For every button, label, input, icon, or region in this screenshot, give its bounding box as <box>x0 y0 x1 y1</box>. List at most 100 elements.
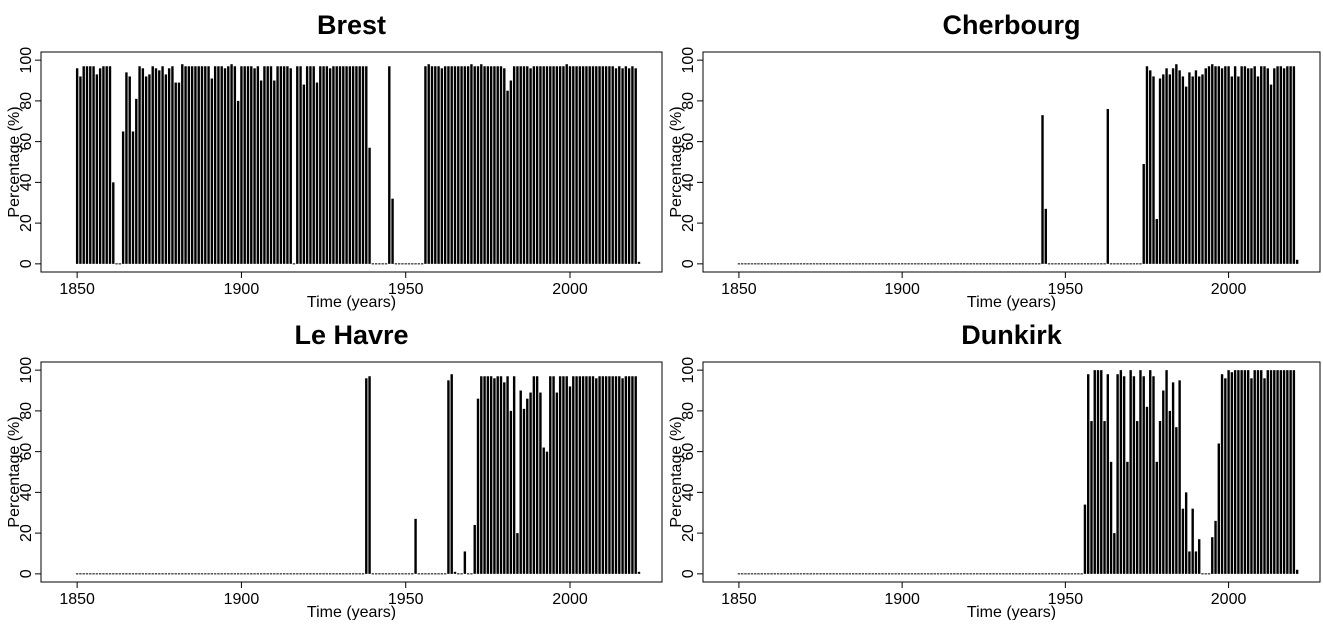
bar <box>562 66 565 264</box>
bar <box>184 66 187 264</box>
bar <box>154 68 158 264</box>
bar <box>121 131 125 264</box>
bar <box>374 263 378 265</box>
bar <box>276 573 279 575</box>
bar <box>79 76 82 264</box>
bar <box>499 66 503 264</box>
bar <box>1165 370 1168 574</box>
bar <box>519 390 522 574</box>
bar <box>631 376 634 574</box>
bar <box>767 573 770 575</box>
bar <box>1269 370 1273 574</box>
y-tick-label: 20 <box>18 214 35 232</box>
bar <box>230 573 233 575</box>
bar <box>486 376 490 574</box>
bar <box>1047 573 1051 575</box>
bar <box>135 573 138 575</box>
x-tick-label: 1900 <box>224 281 260 298</box>
bar <box>1168 410 1172 574</box>
bar <box>835 573 839 575</box>
bar <box>773 263 777 265</box>
bar <box>578 66 582 264</box>
bar <box>995 573 999 575</box>
bar <box>923 263 927 265</box>
bar <box>962 263 966 265</box>
bar <box>217 66 220 264</box>
bar <box>1295 259 1299 264</box>
bar <box>473 524 476 574</box>
bar <box>522 408 526 574</box>
bar <box>1145 406 1149 574</box>
bar <box>809 263 812 265</box>
x-tick-label: 2000 <box>552 281 588 298</box>
bar <box>440 573 444 575</box>
bar <box>266 66 269 264</box>
x-axis-label: Time (years) <box>307 294 396 311</box>
panel: Dunkirk 1850 1900 1950 2000 0 20 40 60 80 100 Time … <box>668 320 1321 621</box>
bar <box>744 263 747 265</box>
bar <box>158 70 161 264</box>
bar <box>1008 263 1012 265</box>
bar <box>1273 68 1276 264</box>
y-tick-label: 60 <box>680 133 697 151</box>
bar <box>1100 263 1103 265</box>
panel-title: Cherbourg <box>943 10 1081 40</box>
bar <box>789 263 793 265</box>
bar <box>466 573 470 575</box>
panel-title: Le Havre <box>294 320 408 350</box>
bar <box>276 66 279 264</box>
bar <box>740 263 744 265</box>
bar <box>910 263 914 265</box>
bar <box>1077 263 1080 265</box>
bar <box>177 573 181 575</box>
bar <box>1243 66 1247 264</box>
bar <box>799 573 803 575</box>
bar <box>595 378 598 574</box>
bar <box>250 573 253 575</box>
bar <box>949 573 953 575</box>
bar <box>1246 68 1250 264</box>
bar <box>598 376 601 574</box>
bar <box>618 376 621 574</box>
bar <box>585 66 588 264</box>
bar <box>1237 76 1240 264</box>
bar <box>816 573 819 575</box>
plot-frame <box>702 361 1321 583</box>
bar <box>450 66 453 264</box>
bar <box>210 573 214 575</box>
x-tick-label: 2000 <box>1211 591 1247 608</box>
bar <box>1018 573 1021 575</box>
bar <box>535 376 539 574</box>
bar <box>529 68 532 264</box>
bar <box>89 573 92 575</box>
bar <box>253 68 256 264</box>
bar <box>1207 573 1211 575</box>
bar <box>1230 372 1234 574</box>
bar <box>483 66 486 264</box>
bar <box>572 376 575 574</box>
bar <box>881 263 884 265</box>
bar <box>1005 263 1008 265</box>
bar <box>95 573 99 575</box>
bar <box>230 64 233 264</box>
bar <box>223 573 227 575</box>
bar <box>894 263 897 265</box>
bar <box>900 573 904 575</box>
bar <box>1266 68 1269 264</box>
bar <box>1155 461 1158 574</box>
bar <box>75 573 79 575</box>
bar <box>966 263 969 265</box>
bar <box>1184 492 1188 574</box>
bar <box>793 573 796 575</box>
bar <box>562 376 565 574</box>
bar <box>588 66 591 264</box>
bar <box>740 573 744 575</box>
bar <box>79 573 82 575</box>
bar <box>128 76 131 264</box>
bar <box>348 573 352 575</box>
bar <box>526 398 529 574</box>
bar <box>835 263 839 265</box>
bar <box>760 263 763 265</box>
bar <box>92 66 95 264</box>
bar <box>512 376 516 574</box>
